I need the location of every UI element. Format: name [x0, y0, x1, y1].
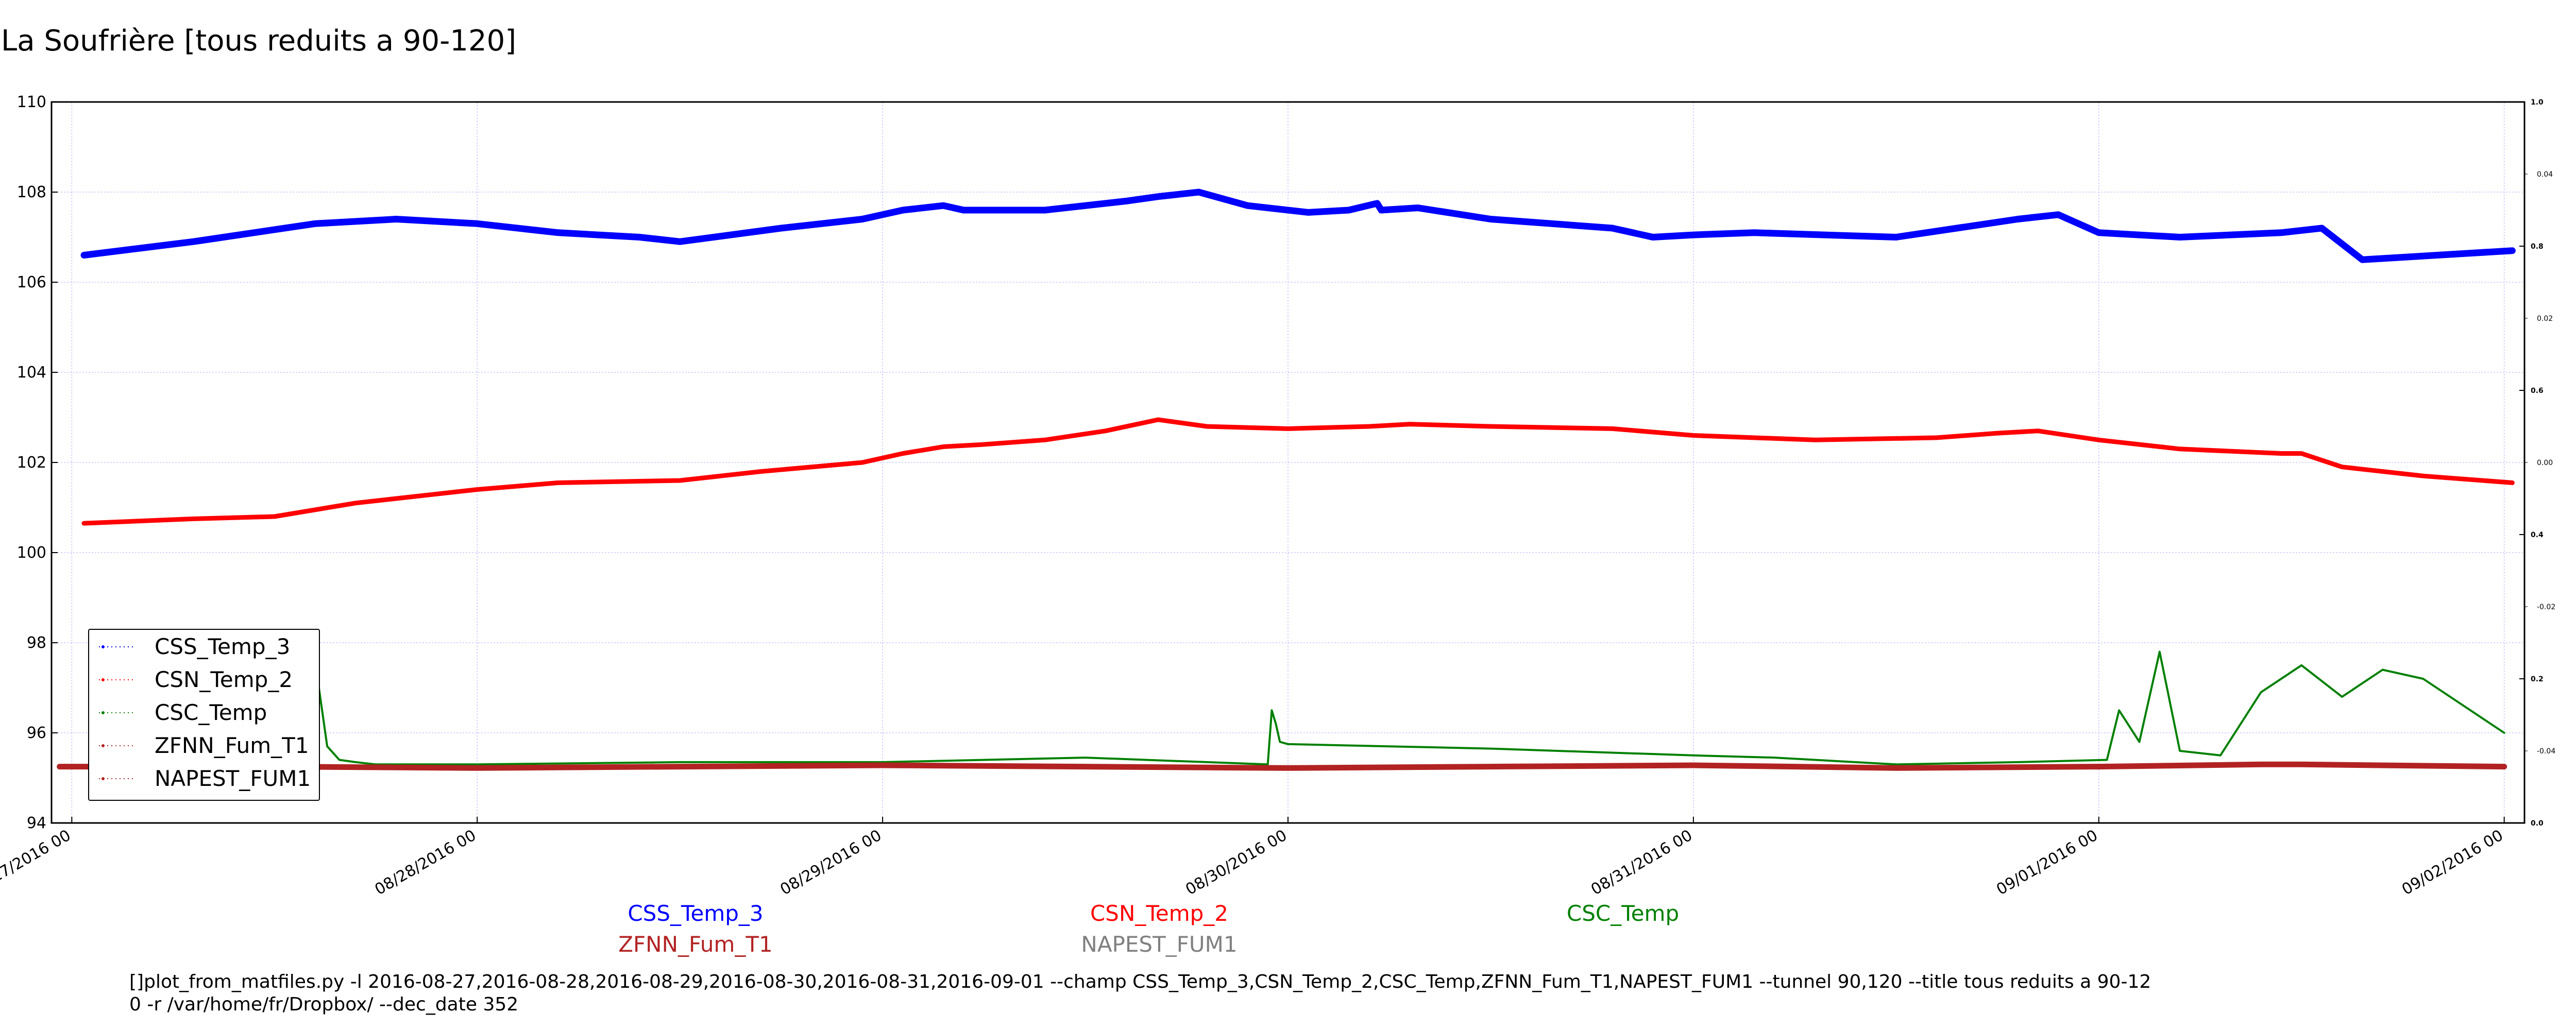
- series-label-below: CSS_Temp_3: [628, 901, 763, 926]
- series-line-css-temp-3: [80, 188, 2516, 263]
- x-tick-label: 09/02/2016 00: [2399, 827, 2506, 899]
- right-minor-tick-label: 0.02: [2537, 315, 2553, 323]
- legend-box: [88, 629, 320, 801]
- x-tick-label: 09/01/2016 00: [1993, 827, 2101, 899]
- legend-label: NAPEST_FUM1: [155, 766, 311, 791]
- right-tick-label: 1.0: [2531, 98, 2544, 107]
- chart-title: La Soufrière [tous reduits a 90-120]: [1, 24, 516, 58]
- right-minor-tick-label: -0.04: [2537, 747, 2555, 756]
- y-tick-label: 98: [27, 634, 46, 652]
- right-tick-label: 0.6: [2531, 387, 2544, 395]
- y-tick-label: 108: [17, 183, 46, 201]
- x-axis: 08/27/2016 00 08/28/2016 00 08/29/2016 00 0…: [0, 817, 2506, 899]
- y-tick-label: 100: [17, 544, 46, 562]
- legend-label: CSS_Temp_3: [155, 634, 290, 659]
- right-y-axis: 0.0 0.2 0.4 0.6 0.8 1.0 -0.04 -0.02 0.00 0.02 0.04: [2519, 98, 2555, 828]
- y-axis: 94 96 98 100 102 104 106 108 110: [17, 93, 58, 832]
- series-label-below: NAPEST_FUM1: [1081, 932, 1237, 957]
- right-minor-tick-label: 0.04: [2537, 170, 2553, 179]
- y-tick-label: 96: [27, 724, 46, 742]
- x-tick-label: 08/30/2016 00: [1182, 827, 1290, 899]
- command-line-caption: []plot_from_matfiles.py -l 2016-08-27,20…: [129, 971, 2151, 1015]
- series-line-zfnn-fum-t1: [57, 761, 2507, 771]
- series-labels-below: CSS_Temp_3 CSN_Temp_2 CSC_Temp ZFNN_Fum_T1 N…: [618, 901, 1679, 957]
- legend-marker-dot: [101, 711, 105, 714]
- series-label-below: ZFNN_Fum_T1: [618, 932, 773, 957]
- x-tick-label: 08/31/2016 00: [1588, 827, 1696, 899]
- x-tick-label: 08/29/2016 00: [777, 827, 885, 899]
- right-tick-label: 0.4: [2531, 531, 2544, 539]
- legend-marker-dot: [101, 744, 105, 747]
- legend-marker-dot: [101, 645, 105, 648]
- series-lines: [57, 188, 2516, 771]
- y-tick-label: 102: [17, 454, 46, 472]
- legend-marker-dot: [101, 777, 105, 780]
- legend-marker-dot: [101, 678, 105, 681]
- legend-label: ZFNN_Fum_T1: [155, 733, 309, 758]
- series-line-csn-temp-2: [81, 417, 2515, 526]
- y-tick-label: 104: [17, 364, 46, 382]
- y-tick-label: 94: [27, 814, 46, 832]
- right-tick-label: 0.0: [2531, 819, 2544, 828]
- grid-lines: [52, 102, 2524, 823]
- series-label-below: CSN_Temp_2: [1090, 901, 1228, 926]
- legend: CSS_Temp_3 CSN_Temp_2 CSC_Temp ZFNN_Fum_T1 N…: [88, 629, 320, 801]
- right-tick-label: 0.2: [2531, 675, 2544, 683]
- right-minor-tick-label: -0.02: [2537, 603, 2555, 611]
- legend-label: CSN_Temp_2: [155, 667, 293, 692]
- series-line-csc-temp: [314, 650, 2505, 766]
- x-tick-label: 08/27/2016 00: [0, 827, 74, 899]
- right-minor-tick-label: 0.00: [2537, 459, 2553, 467]
- y-tick-label: 110: [17, 93, 46, 111]
- series-label-below: CSC_Temp: [1567, 901, 1679, 926]
- legend-label: CSC_Temp: [155, 700, 267, 725]
- x-tick-label: 08/28/2016 00: [372, 827, 480, 899]
- right-tick-label: 0.8: [2531, 243, 2544, 251]
- y-tick-label: 106: [17, 273, 46, 291]
